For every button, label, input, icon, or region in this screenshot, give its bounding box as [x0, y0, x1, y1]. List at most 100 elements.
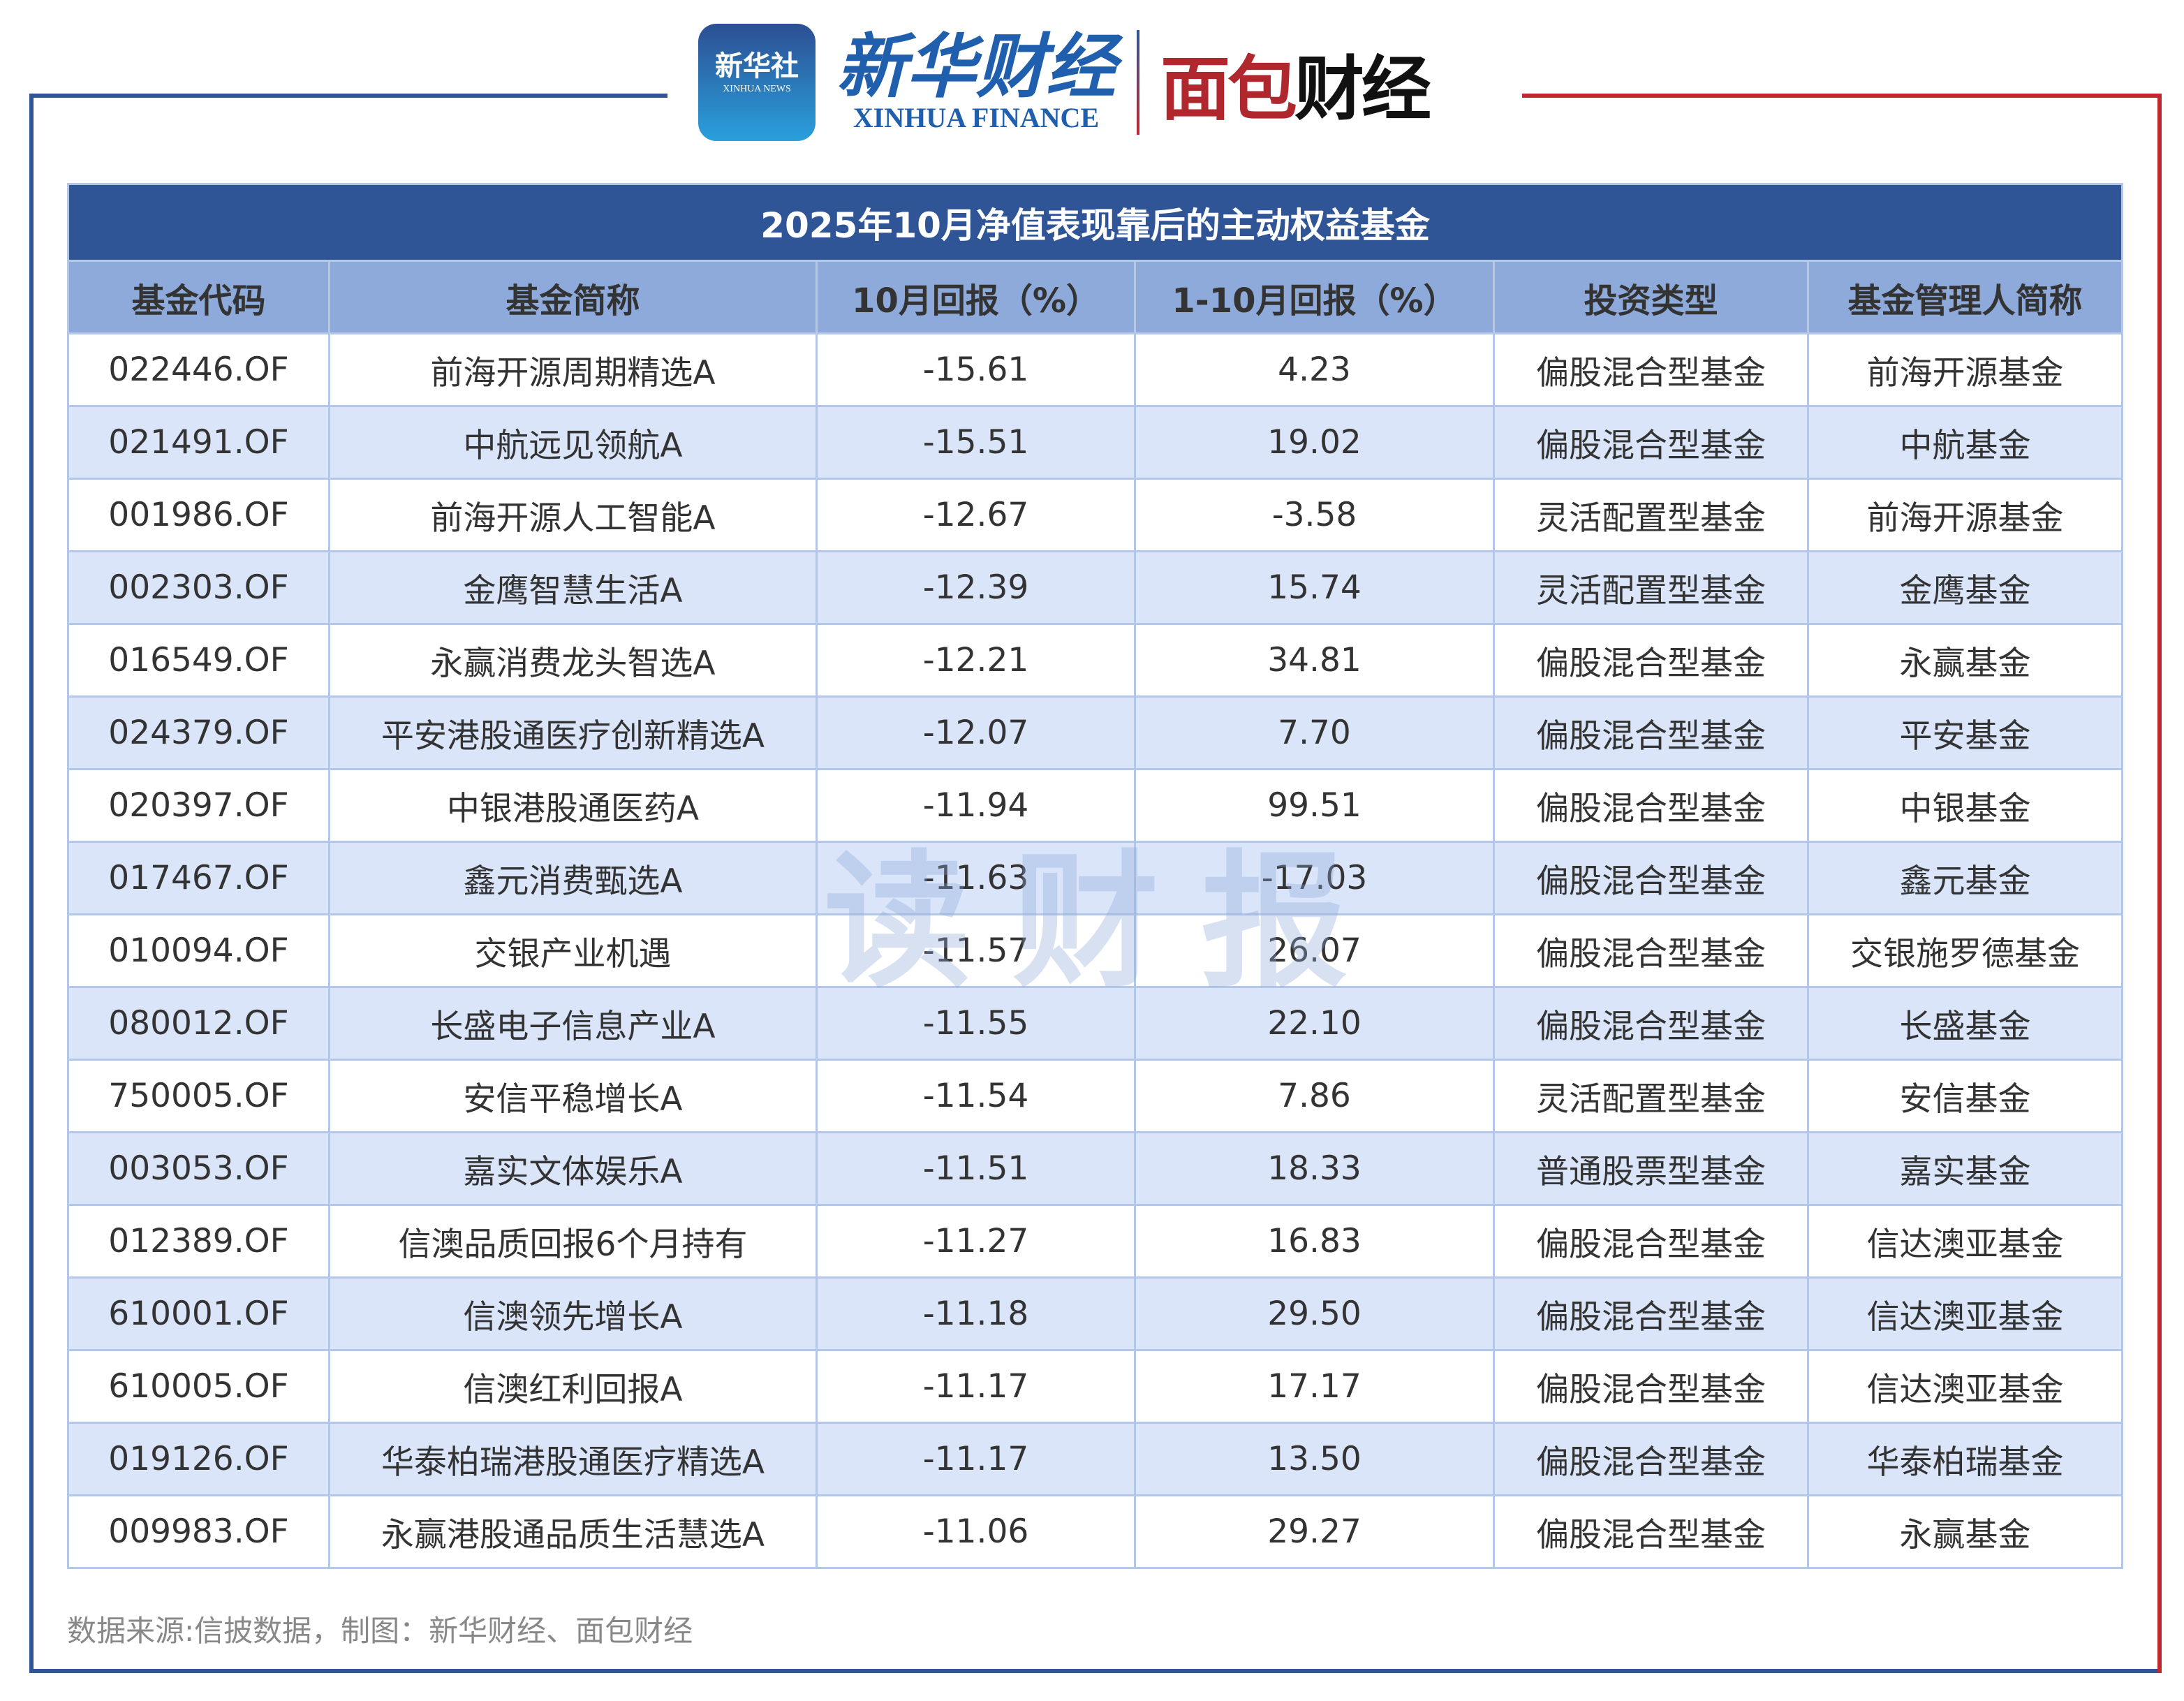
table-cell: 750005.OF — [67, 1059, 330, 1133]
table-cell: 19.02 — [1134, 405, 1495, 480]
table-cell: 平安港股通医疗创新精选A — [328, 695, 818, 770]
table-cell: 信达澳亚基金 — [1806, 1204, 2124, 1279]
table-cell: 华泰柏瑞基金 — [1806, 1422, 2124, 1496]
table-cell: 前海开源基金 — [1806, 478, 2124, 552]
table-cell: 灵活配置型基金 — [1493, 478, 1809, 552]
table-cell: 16.83 — [1134, 1204, 1495, 1279]
table-cell: 34.81 — [1134, 623, 1495, 698]
column-header: 基金简称 — [328, 260, 818, 334]
table-cell: 中航基金 — [1806, 405, 2124, 480]
table-cell: 002303.OF — [67, 550, 330, 625]
table-cell: 前海开源人工智能A — [328, 478, 818, 552]
table-cell: 信达澳亚基金 — [1806, 1349, 2124, 1424]
table-cell: 99.51 — [1134, 768, 1495, 843]
table-row: 012389.OF 信澳品质回报6个月持有 -11.27 16.83 偏股混合型基金 信达… — [67, 1204, 2124, 1279]
table-cell: 001986.OF — [67, 478, 330, 552]
column-header: 1-10月回报（%） — [1134, 260, 1495, 334]
table-cell: 29.50 — [1134, 1276, 1495, 1351]
table-cell: 中银港股通医药A — [328, 768, 818, 843]
column-header: 10月回报（%） — [816, 260, 1136, 334]
table-cell: -11.94 — [816, 768, 1136, 843]
table-cell: 610001.OF — [67, 1276, 330, 1351]
table-cell: 灵活配置型基金 — [1493, 550, 1809, 625]
frame-line-left — [29, 94, 34, 1673]
frame-line-top-blue — [29, 94, 667, 98]
table-cell: 021491.OF — [67, 405, 330, 480]
column-header: 基金管理人简称 — [1806, 260, 2124, 334]
table-cell: 前海开源基金 — [1806, 332, 2124, 407]
frame-line-top-red — [1522, 94, 2162, 98]
logo-bar: 新华社 XINHUA NEWS 新华财经 XINHUA FINANCE 面包财经 — [698, 20, 1431, 145]
table-row: 010094.OF 交银产业机遇 -11.57 26.07 偏股混合型基金 交银施罗德基金 — [67, 913, 2124, 988]
table-cell: 偏股混合型基金 — [1493, 986, 1809, 1061]
table-cell: 020397.OF — [67, 768, 330, 843]
table-cell: 610005.OF — [67, 1349, 330, 1424]
table-cell: 偏股混合型基金 — [1493, 1422, 1809, 1496]
table-cell: 鑫元基金 — [1806, 841, 2124, 915]
table-cell: -11.63 — [816, 841, 1136, 915]
table-cell: 022446.OF — [67, 332, 330, 407]
table-cell: 17.17 — [1134, 1349, 1495, 1424]
xinhua-finance-en: XINHUA FINANCE — [853, 101, 1100, 133]
frame-line-right — [2157, 94, 2162, 1673]
table-cell: 金鹰基金 — [1806, 550, 2124, 625]
table-cell: 交银产业机遇 — [328, 913, 818, 988]
table-cell: 信澳红利回报A — [328, 1349, 818, 1424]
table-cell: 18.33 — [1134, 1131, 1495, 1206]
xinhua-logo-cn: 新华社 — [715, 50, 799, 82]
table-row: 610005.OF 信澳红利回报A -11.17 17.17 偏股混合型基金 信达澳亚基金 — [67, 1349, 2124, 1424]
table-cell: 偏股混合型基金 — [1493, 913, 1809, 988]
table-row: 021491.OF 中航远见领航A -15.51 19.02 偏股混合型基金 中航基金 — [67, 405, 2124, 480]
table-cell: 4.23 — [1134, 332, 1495, 407]
table-cell: 信澳品质回报6个月持有 — [328, 1204, 818, 1279]
table-cell: 偏股混合型基金 — [1493, 1349, 1809, 1424]
table-cell: 016549.OF — [67, 623, 330, 698]
table-cell: 长盛基金 — [1806, 986, 2124, 1061]
table-cell: 003053.OF — [67, 1131, 330, 1206]
table-cell: -17.03 — [1134, 841, 1495, 915]
frame-line-bottom — [29, 1669, 2162, 1673]
table-cell: 7.70 — [1134, 695, 1495, 770]
table-cell: 29.27 — [1134, 1494, 1495, 1569]
table-cell: 永赢基金 — [1806, 1494, 2124, 1569]
table-row: 003053.OF 嘉实文体娱乐A -11.51 18.33 普通股票型基金 嘉实基金 — [67, 1131, 2124, 1206]
table-cell: -11.06 — [816, 1494, 1136, 1569]
table-cell: 26.07 — [1134, 913, 1495, 988]
table-cell: 012389.OF — [67, 1204, 330, 1279]
table-cell: 010094.OF — [67, 913, 330, 988]
table-cell: 偏股混合型基金 — [1493, 1494, 1809, 1569]
table-row: 080012.OF 长盛电子信息产业A -11.55 22.10 偏股混合型基金 长盛基金 — [67, 986, 2124, 1061]
table-cell: 永赢消费龙头智选A — [328, 623, 818, 698]
table-cell: 平安基金 — [1806, 695, 2124, 770]
table-cell: 华泰柏瑞港股通医疗精选A — [328, 1422, 818, 1496]
xinhua-finance-logo: 新华财经 XINHUA FINANCE — [836, 31, 1116, 134]
table-cell: 偏股混合型基金 — [1493, 332, 1809, 407]
table-header-row: 基金代码 基金简称 10月回报（%） 1-10月回报（%） 投资类型 基金管理人简称 — [67, 260, 2124, 334]
table-cell: 前海开源周期精选A — [328, 332, 818, 407]
table-cell: -15.61 — [816, 332, 1136, 407]
table-row: 024379.OF 平安港股通医疗创新精选A -12.07 7.70 偏股混合型基金 平安… — [67, 695, 2124, 770]
table-cell: 080012.OF — [67, 986, 330, 1061]
table-cell: 偏股混合型基金 — [1493, 405, 1809, 480]
table-cell: -11.17 — [816, 1349, 1136, 1424]
mianbao-finance-logo: 面包财经 — [1160, 32, 1431, 133]
table-cell: 中航远见领航A — [328, 405, 818, 480]
table-cell: 信达澳亚基金 — [1806, 1276, 2124, 1351]
table-cell: -11.57 — [816, 913, 1136, 988]
table-cell: 鑫元消费甄选A — [328, 841, 818, 915]
table-cell: -11.18 — [816, 1276, 1136, 1351]
table-cell: -12.67 — [816, 478, 1136, 552]
table-cell: 偏股混合型基金 — [1493, 841, 1809, 915]
table-title: 2025年10月净值表现靠后的主动权益基金 — [66, 183, 2124, 262]
table-cell: 22.10 — [1134, 986, 1495, 1061]
table-cell: 13.50 — [1134, 1422, 1495, 1496]
table-cell: -11.17 — [816, 1422, 1136, 1496]
table-cell: 偏股混合型基金 — [1493, 768, 1809, 843]
table-cell: 偏股混合型基金 — [1493, 623, 1809, 698]
table-row: 017467.OF 鑫元消费甄选A -11.63 -17.03 偏股混合型基金 鑫元基金 — [67, 841, 2124, 915]
table-cell: -11.55 — [816, 986, 1136, 1061]
table-row: 610001.OF 信澳领先增长A -11.18 29.50 偏股混合型基金 信达澳亚基金 — [67, 1276, 2124, 1351]
table-row: 750005.OF 安信平稳增长A -11.54 7.86 灵活配置型基金 安信基金 — [67, 1059, 2124, 1133]
table-row: 019126.OF 华泰柏瑞港股通医疗精选A -11.17 13.50 偏股混合型基金华… — [67, 1422, 2124, 1496]
table-cell: 安信基金 — [1806, 1059, 2124, 1133]
